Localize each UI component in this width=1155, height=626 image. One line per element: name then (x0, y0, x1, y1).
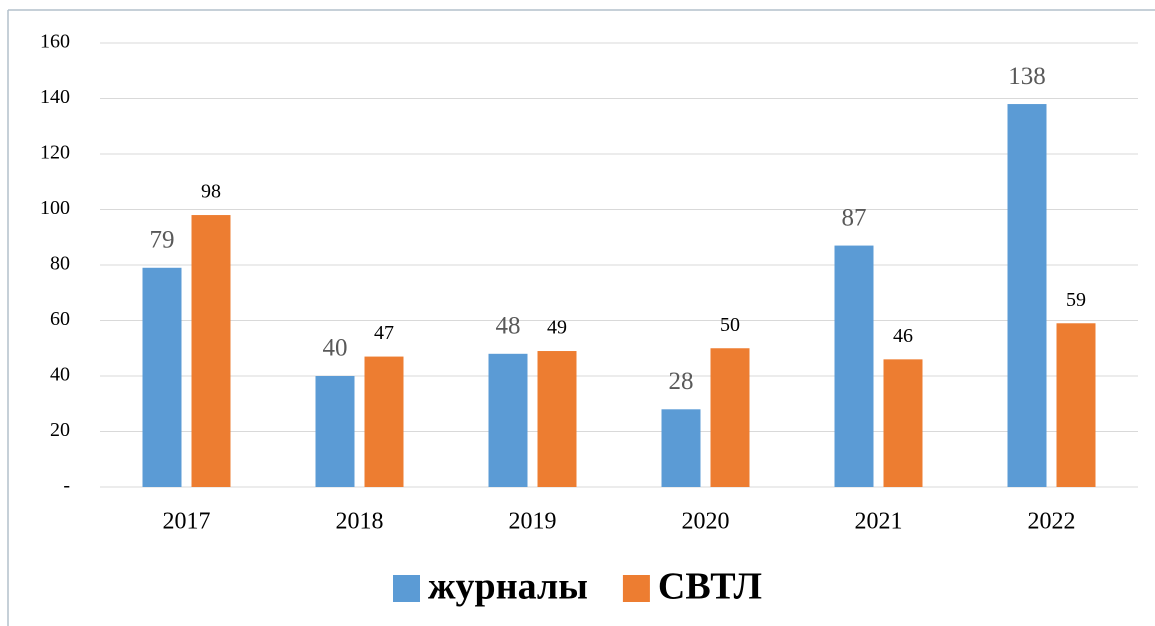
legend-swatch (393, 575, 420, 602)
x-tick-label: 2022 (1028, 509, 1076, 535)
y-tick-label: 40 (50, 364, 70, 386)
bar (661, 409, 701, 487)
bar (537, 351, 577, 487)
x-tick-label: 2019 (509, 509, 557, 535)
legend-label: СВТЛ (658, 566, 762, 608)
data-label: 28 (669, 368, 694, 395)
y-tick-label: 60 (50, 308, 70, 330)
bar (834, 245, 874, 487)
bar (191, 215, 231, 488)
y-tick-label: 140 (40, 86, 70, 108)
bar (1056, 323, 1096, 487)
y-tick-label: 20 (50, 419, 70, 441)
data-label: 138 (1008, 63, 1046, 90)
data-label: 46 (893, 325, 913, 347)
data-label: 48 (496, 313, 521, 340)
data-label: 87 (842, 204, 867, 231)
y-tick-label: 120 (40, 142, 70, 164)
y-tick-label: 100 (40, 197, 70, 219)
bar (364, 356, 404, 487)
y-tick-label: 160 (40, 31, 70, 53)
data-label: 50 (720, 314, 740, 336)
x-tick-label: 2017 (163, 509, 211, 535)
data-label: 79 (150, 227, 175, 254)
y-tick-label: - (63, 475, 70, 497)
x-tick-label: 2021 (855, 509, 903, 535)
legend-label: журналы (428, 566, 588, 608)
bar (315, 376, 355, 487)
legend-swatch (622, 575, 650, 602)
x-tick-label: 2020 (682, 509, 730, 535)
data-label: 59 (1066, 289, 1086, 311)
bar (142, 267, 182, 487)
data-label: 40 (323, 335, 348, 362)
bar (710, 348, 750, 487)
data-label: 47 (374, 322, 394, 344)
x-tick-label: 2018 (336, 509, 384, 535)
data-label: 49 (547, 317, 567, 339)
bar (1007, 104, 1047, 488)
bar (883, 359, 923, 487)
bar (488, 353, 528, 487)
y-tick-label: 80 (50, 253, 70, 275)
data-label: 98 (201, 181, 221, 203)
